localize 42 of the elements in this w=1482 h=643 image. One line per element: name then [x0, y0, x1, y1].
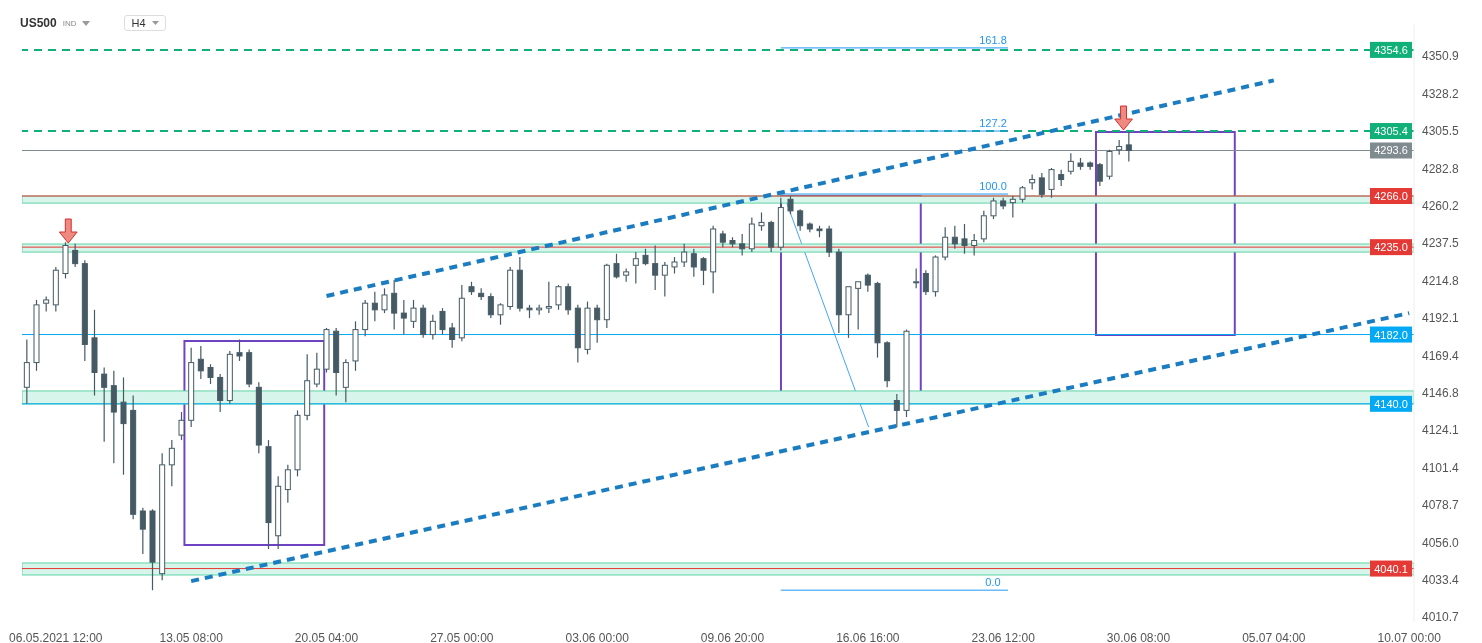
annotation: 0.0: [985, 576, 1001, 589]
x-tick-label: 13.05 08:00: [159, 630, 224, 643]
ref-line-label: 4182.0: [1374, 328, 1408, 341]
ref-line-label: 4235.0: [1374, 241, 1408, 254]
y-tick-label: 4124.1: [1422, 423, 1460, 438]
y-tick-label: 4214.8: [1422, 273, 1460, 288]
x-tick-label: 05.07 04:00: [1242, 630, 1306, 643]
y-tick-label: 4010.7: [1422, 610, 1460, 625]
ref-line-label: 4293.6: [1374, 144, 1408, 157]
y-tick-label: 4169.4: [1422, 348, 1460, 363]
chart-title: US500: [20, 16, 57, 30]
y-tick-label: 4146.8: [1422, 385, 1460, 400]
x-tick-label: 10.07 00:00: [1377, 630, 1442, 643]
y-tick-label: 4260.2: [1422, 198, 1460, 213]
ref-line-label: 4305.4: [1374, 125, 1408, 138]
y-tick-label: 4282.8: [1422, 161, 1460, 176]
x-tick-label: 27.05 00:00: [430, 630, 494, 643]
y-tick-label: 4305.5: [1422, 124, 1460, 139]
annotation: H4: [124, 15, 166, 31]
x-tick-label: 09.06 20:00: [700, 630, 765, 643]
candlestick: [120, 376, 127, 476]
x-tick-label: 16.06 16:00: [836, 630, 900, 643]
ref-line-label: 4266.0: [1374, 190, 1408, 203]
x-tick-label: 20.05 04:00: [294, 630, 359, 643]
x-tick-label: 03.06 00:00: [565, 630, 630, 643]
y-tick-label: 4101.4: [1422, 460, 1460, 475]
x-tick-label: 30.06 08:00: [1106, 630, 1171, 643]
y-tick-label: 4328.2: [1422, 86, 1460, 101]
y-tick-label: 4237.5: [1422, 236, 1460, 251]
y-tick-label: 4078.7: [1422, 498, 1460, 513]
y-tick-label: 4350.9: [1422, 49, 1460, 64]
y-tick-label: 4192.1: [1422, 311, 1460, 326]
chart-subtitle: IND: [62, 18, 77, 28]
candlestick: [91, 309, 98, 397]
x-tick-label: 06.05.2021 12:00: [9, 630, 103, 643]
y-tick-label: 4033.4: [1422, 572, 1460, 587]
ref-line-label: 4354.6: [1374, 43, 1408, 56]
annotation: 127.2: [979, 117, 1007, 130]
x-tick-label: 23.06 12:00: [971, 630, 1036, 643]
annotation: 161.8: [979, 33, 1007, 46]
annotation: 100.0: [979, 180, 1007, 193]
y-tick-label: 4056.0: [1422, 535, 1460, 550]
